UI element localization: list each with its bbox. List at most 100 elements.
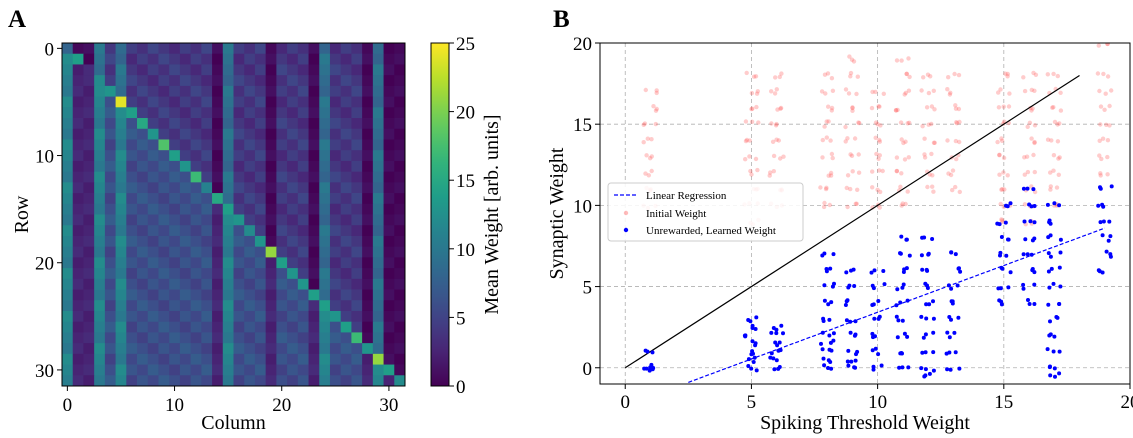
data-point	[772, 91, 778, 96]
heatmap-cell	[222, 107, 234, 119]
data-point	[1105, 43, 1110, 47]
heatmap-cell	[383, 278, 395, 290]
heatmap-cell	[287, 300, 299, 312]
heatmap-cell	[104, 193, 116, 205]
heatmap-cell	[254, 353, 267, 365]
heatmap-cell	[394, 43, 406, 55]
heatmap-cell	[340, 235, 352, 248]
heatmap-cell	[383, 107, 395, 119]
heatmap-cell	[212, 85, 224, 97]
data-point	[954, 156, 959, 162]
heatmap-cell	[115, 43, 127, 55]
heatmap-cell	[104, 343, 116, 355]
data-point	[894, 168, 900, 174]
data-point	[651, 366, 656, 370]
heatmap-cell	[362, 289, 374, 301]
heatmap-cell	[147, 364, 159, 376]
plot-area	[624, 43, 1114, 383]
heatmap-cell	[372, 235, 384, 248]
data-point	[876, 104, 881, 109]
heatmap-cell	[72, 235, 84, 248]
heatmap-cell	[308, 300, 320, 312]
heatmap-cell	[94, 332, 106, 344]
heatmap-cell	[265, 332, 277, 344]
data-point	[1054, 185, 1060, 190]
heatmap-cell	[287, 139, 299, 151]
data-point	[843, 303, 848, 307]
heatmap-cell	[351, 139, 363, 151]
heatmap-cell	[169, 289, 181, 301]
heatmap-cell	[233, 193, 245, 205]
data-point	[756, 120, 761, 125]
heatmap-cell	[201, 278, 213, 290]
data-point	[901, 140, 906, 146]
heatmap-cell	[83, 332, 95, 344]
heatmap-cell	[169, 246, 181, 258]
heatmap-cell	[319, 235, 331, 248]
heatmap-cell	[351, 289, 363, 301]
heatmap-cell	[158, 246, 170, 258]
heatmap-cell	[72, 300, 84, 312]
heatmap-cell	[126, 96, 138, 108]
data-point	[771, 169, 776, 174]
heatmap-cell	[362, 257, 374, 269]
heatmap-cell	[254, 182, 267, 194]
heatmap-cell	[104, 321, 116, 333]
heatmap-cell	[329, 118, 342, 130]
heatmap-cell	[147, 150, 159, 162]
data-point	[1058, 250, 1063, 255]
heatmap-cell	[72, 343, 84, 355]
data-point	[831, 252, 836, 257]
heatmap-cell	[351, 332, 363, 344]
data-point	[995, 221, 1000, 226]
data-point	[1005, 71, 1010, 77]
heatmap-cell	[201, 85, 213, 97]
data-point	[1002, 187, 1007, 192]
data-point	[826, 366, 830, 370]
heatmap-cell	[308, 364, 320, 376]
heatmap-cell	[287, 343, 299, 355]
heatmap-cell	[169, 203, 181, 215]
heatmap-cell	[308, 150, 320, 162]
data-point	[1058, 284, 1063, 289]
heatmap-cell	[362, 225, 374, 237]
data-point	[894, 303, 899, 308]
data-point	[855, 74, 860, 79]
data-point	[1030, 267, 1035, 271]
heatmap-cell	[287, 128, 299, 140]
heatmap-cell	[115, 96, 127, 108]
data-point	[874, 151, 879, 157]
heatmap-cell	[394, 193, 406, 205]
colorbar	[430, 42, 450, 387]
heatmap-cell	[254, 75, 267, 87]
data-point	[996, 105, 1002, 110]
data-point	[1025, 124, 1030, 129]
heatmap-cell	[158, 107, 170, 119]
heatmap-cell	[351, 43, 363, 55]
heatmap-cell	[383, 375, 395, 387]
data-point	[999, 299, 1004, 304]
heatmap-cell	[244, 85, 256, 97]
heatmap-cell	[244, 289, 256, 301]
heatmap-cell	[276, 75, 288, 87]
heatmap-cell	[319, 128, 331, 140]
heatmap-cell	[383, 246, 395, 258]
heatmap-cell	[319, 182, 331, 194]
data-point	[1006, 285, 1011, 290]
data-point	[1057, 371, 1062, 376]
heatmap-cell	[104, 310, 116, 323]
heatmap-cell	[222, 75, 234, 87]
data-point	[899, 203, 904, 208]
data-point	[774, 87, 779, 92]
heatmap-cell	[212, 321, 224, 333]
data-point	[651, 104, 656, 109]
heatmap-cell	[201, 43, 213, 55]
heatmap-cell	[362, 203, 374, 215]
heatmap-cell	[287, 43, 299, 55]
heatmap-cell	[265, 118, 277, 130]
heatmap-cell	[190, 257, 202, 269]
data-point	[754, 91, 760, 96]
heatmap-cell	[254, 246, 267, 258]
heatmap-cell	[62, 107, 74, 119]
data-point	[1048, 187, 1053, 192]
